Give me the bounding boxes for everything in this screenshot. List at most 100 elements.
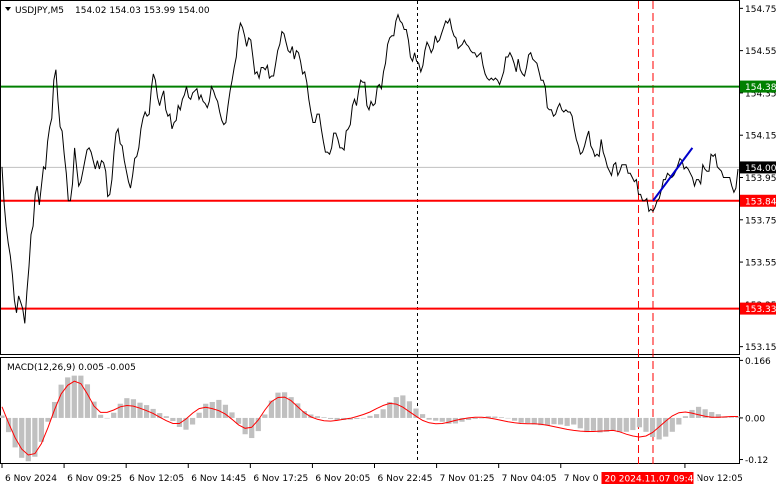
y-tick-label: 153.75	[745, 216, 777, 226]
y-tick-label: 153.95	[745, 174, 777, 184]
macd-bar	[419, 414, 426, 418]
symbol-label: USDJPY,M5	[15, 6, 64, 16]
macd-bar	[255, 417, 261, 432]
macd-bar	[505, 417, 511, 419]
y-tick-label: 154.75	[745, 5, 777, 15]
macd-bar	[143, 405, 150, 418]
macd-bar	[643, 417, 649, 432]
macd-bar	[518, 417, 524, 423]
macd-bar	[334, 417, 340, 421]
macd-bar	[38, 417, 45, 442]
y-tick-label: 154.15	[745, 132, 777, 142]
macd-bar	[360, 417, 367, 419]
macd-bar	[603, 417, 610, 432]
macd-bar	[97, 414, 104, 418]
macd-bar	[446, 417, 452, 424]
macd-bar	[124, 398, 130, 418]
x-tick-label: 6 Nov 20:05	[315, 474, 370, 484]
macd-bar	[702, 409, 708, 418]
macd-bar	[472, 417, 478, 419]
macd-bar	[163, 416, 169, 418]
x-tick-label: 6 Nov 12:05	[129, 474, 184, 484]
price-axis: 154.75 154.55 154.35 154.15 153.95 153.75 153.…	[739, 5, 777, 353]
macd-bar	[380, 409, 386, 418]
macd-bar	[492, 416, 498, 418]
macd-bar	[728, 417, 735, 418]
macd-bar	[538, 417, 544, 426]
macd-bar	[78, 375, 84, 418]
price-series-line	[1, 13, 739, 324]
macd-bar	[426, 417, 432, 420]
macd-bar	[268, 400, 275, 418]
ohlc-label: 154.02 154.03 153.99 154.00	[75, 6, 210, 16]
macd-bar	[281, 392, 288, 418]
macd-bar	[137, 402, 143, 418]
macd-axis: 0.166 0.00 -0.12	[739, 357, 771, 466]
macd-bar	[235, 417, 242, 424]
macd-bar	[229, 412, 235, 418]
trend-line	[652, 147, 694, 202]
macd-bar	[695, 406, 702, 418]
macd-bar	[196, 412, 202, 418]
macd-bar	[176, 417, 183, 427]
macd-bar	[189, 417, 196, 425]
y-tick-label: 153.15	[745, 343, 777, 353]
macd-bar	[689, 409, 695, 418]
macd-bar	[249, 417, 255, 439]
macd-bar	[551, 417, 557, 425]
macd-bar	[590, 417, 597, 431]
macd-bar	[209, 401, 215, 418]
macd-bar	[571, 417, 577, 425]
level-badge-text-2: 153.33	[745, 305, 777, 315]
price-levels	[1, 85, 739, 310]
macd-bar	[715, 414, 721, 418]
macd-signal-line	[1, 380, 738, 456]
macd-bar	[183, 417, 189, 430]
macd-bar	[367, 415, 373, 418]
macd-bar	[663, 417, 669, 437]
timestamp-badge	[601, 472, 694, 484]
macd-bar	[709, 412, 715, 418]
level-badge-2	[740, 302, 776, 315]
macd-tick-label: 0.166	[745, 357, 771, 367]
macd-bar	[439, 417, 445, 422]
macd-bar	[71, 375, 77, 418]
macd-bar	[584, 417, 590, 433]
macd-bar	[216, 399, 222, 418]
collapse-triangle-icon[interactable]	[5, 7, 11, 11]
time-axis: 6 Nov 2024 6 Nov 09:25 6 Nov 12:05 6 Nov 14…	[1, 464, 743, 484]
macd-bar	[354, 417, 360, 419]
macd-bar	[321, 417, 327, 418]
macd-bar	[525, 417, 531, 424]
macd-bar	[393, 397, 399, 418]
macd-bar	[735, 416, 741, 418]
macd-bar	[0, 415, 5, 418]
macd-bar	[557, 417, 564, 425]
y-tick-label: 154.55	[745, 47, 777, 57]
x-tick-label: 6 Nov 2024	[5, 474, 57, 484]
x-tick-label: 6 Nov 17:25	[253, 474, 308, 484]
y-tick-label: 153.55	[745, 259, 777, 269]
macd-bar	[314, 416, 321, 418]
macd-bar	[682, 416, 689, 418]
macd-bar	[222, 404, 229, 418]
macd-bar	[104, 417, 110, 419]
macd-bar	[65, 377, 71, 418]
macd-bar	[32, 417, 38, 457]
macd-tick-label: -0.12	[745, 456, 768, 466]
macd-bar	[19, 417, 25, 458]
macd-bar	[623, 417, 629, 432]
x-tick-label: 7 Nov 04:05	[502, 474, 557, 484]
current-price-text: 154.00	[745, 164, 777, 174]
y-tick-label: 154.35	[745, 89, 777, 99]
macd-panel-frame	[0, 357, 740, 464]
macd-bar	[544, 417, 551, 426]
level-badge-text-0: 154.38	[745, 83, 777, 93]
macd-bar	[413, 408, 419, 418]
macd-histogram	[0, 375, 741, 462]
chart-header: USDJPY,M5 154.02 154.03 153.99 154.00	[5, 6, 210, 16]
x-tick-label: 7 Nov 01:25	[440, 474, 495, 484]
macd-bar	[511, 417, 518, 421]
macd-bar	[636, 417, 643, 428]
